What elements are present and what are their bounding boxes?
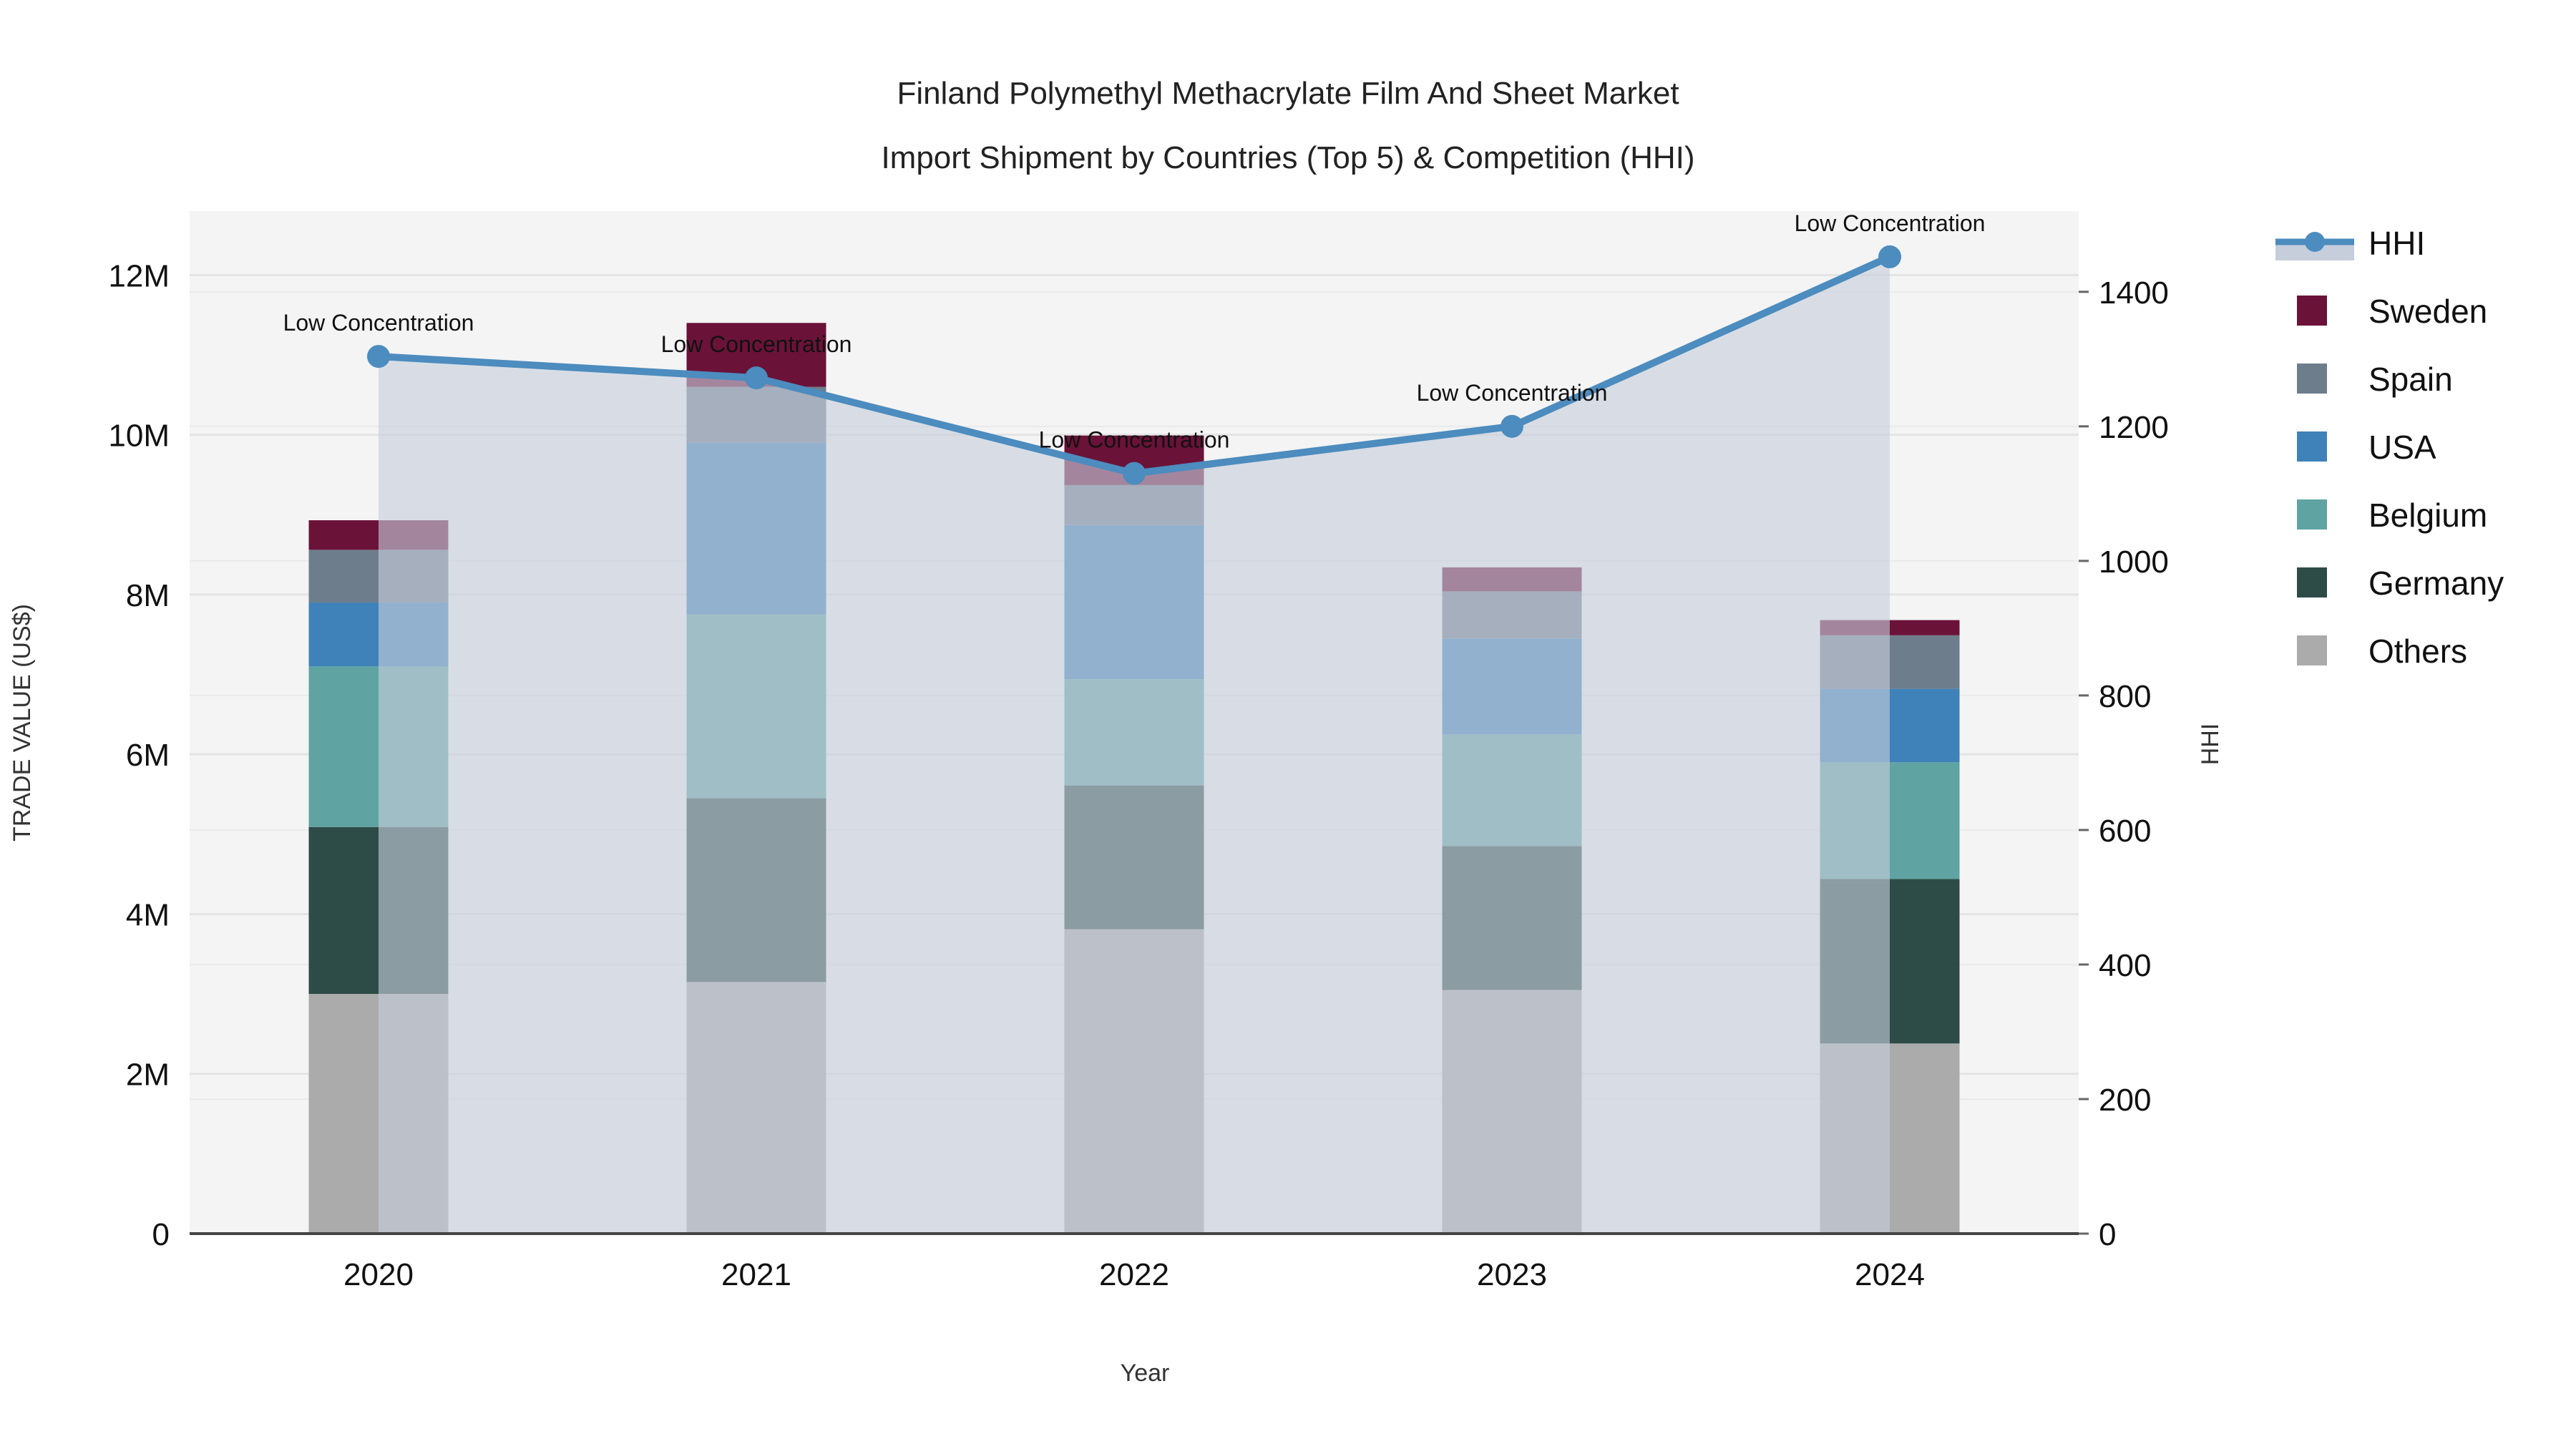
y-axis-right-ticks: 0 200 400 600 800 1000 1200 1400: [2079, 275, 2169, 1252]
legend-item-belgium[interactable]: Belgium: [2297, 497, 2487, 534]
hhi-point-annotations: Low Concentration Low Concentration Low Co…: [283, 210, 1986, 453]
legend-item-others[interactable]: Others: [2297, 633, 2467, 670]
annotation-2024: Low Concentration: [1795, 210, 1986, 236]
y-tick-label-left: 8M: [126, 578, 170, 613]
y-tick-label-right: 800: [2099, 679, 2151, 714]
y-tick-label-left: 10M: [108, 419, 170, 454]
legend-label: HHI: [2368, 225, 2425, 262]
y-tick-label-left: 6M: [126, 738, 170, 773]
legend-label: Spain: [2368, 361, 2453, 398]
legend-color-swatch: [2297, 431, 2327, 462]
legend-label: USA: [2368, 429, 2436, 466]
hhi-point-2022[interactable]: [1123, 462, 1146, 485]
legend-label: Others: [2368, 633, 2467, 670]
legend-color-swatch: [2297, 364, 2327, 394]
chart-title-line-1: Finland Polymethyl Methacrylate Film And…: [897, 76, 1679, 111]
chart-title-line-2: Import Shipment by Countries (Top 5) & C…: [881, 140, 1694, 175]
y-axis-right-title: HHI: [2197, 723, 2224, 766]
y-tick-label-right: 0: [2099, 1217, 2116, 1252]
y-tick-label-right: 1200: [2099, 410, 2169, 445]
hhi-point-2020[interactable]: [367, 345, 390, 369]
legend-color-swatch: [2297, 296, 2327, 326]
y-tick-label-right: 200: [2099, 1083, 2151, 1118]
legend-color-swatch: [2297, 635, 2327, 665]
legend-item-germany[interactable]: Germany: [2297, 565, 2504, 602]
y-axis-left-ticks: 0 2M 4M 6M 8M 10M 12M: [108, 258, 170, 1252]
y-tick-label-right: 1400: [2099, 275, 2169, 311]
x-tick-label-2024: 2024: [1855, 1257, 1925, 1292]
hhi-area-fill: [379, 256, 1890, 1234]
y-tick-label-right: 600: [2099, 814, 2151, 849]
legend-color-swatch: [2297, 567, 2327, 597]
hhi-line-group[interactable]: [367, 245, 1901, 485]
y-tick-label-left: 2M: [126, 1058, 170, 1093]
y-tick-label-right: 1000: [2099, 545, 2169, 580]
legend-item-hhi[interactable]: HHI: [2275, 225, 2425, 262]
x-tick-label-2023: 2023: [1477, 1257, 1547, 1292]
legend-item-spain[interactable]: Spain: [2297, 361, 2453, 398]
annotation-2023: Low Concentration: [1417, 380, 1608, 406]
legend-label: Germany: [2368, 565, 2504, 602]
legend-line-marker-icon: [2305, 232, 2325, 252]
legend-item-sweden[interactable]: Sweden: [2297, 293, 2487, 330]
legend-item-usa[interactable]: USA: [2297, 429, 2436, 466]
annotation-2022: Low Concentration: [1039, 427, 1230, 453]
annotation-2021: Low Concentration: [661, 331, 852, 357]
hhi-area-path: [379, 256, 1890, 1234]
x-tick-label-2022: 2022: [1099, 1257, 1169, 1292]
legend[interactable]: HHI Sweden Spain USA Belgium Germany Others: [2275, 225, 2504, 670]
y-axis-left-title: TRADE VALUE (US$): [9, 604, 36, 841]
y-tick-label-left: 0: [152, 1217, 170, 1252]
annotation-2020: Low Concentration: [283, 310, 474, 336]
legend-color-swatch: [2297, 499, 2327, 530]
legend-area-swatch: [2275, 245, 2354, 260]
x-axis-title: Year: [1121, 1360, 1170, 1387]
hhi-point-2023[interactable]: [1501, 414, 1523, 438]
legend-label: Belgium: [2368, 497, 2487, 534]
y-tick-label-left: 4M: [126, 897, 170, 932]
x-axis-ticks: 2020 2021 2022 2023 2024: [343, 1257, 1925, 1292]
x-tick-label-2020: 2020: [343, 1257, 414, 1292]
hhi-point-2024[interactable]: [1878, 245, 1901, 268]
legend-label: Sweden: [2368, 293, 2487, 330]
x-tick-label-2021: 2021: [721, 1257, 791, 1292]
y-tick-label-right: 400: [2099, 948, 2151, 983]
y-tick-label-left: 12M: [108, 258, 170, 293]
hhi-point-2021[interactable]: [745, 366, 768, 390]
